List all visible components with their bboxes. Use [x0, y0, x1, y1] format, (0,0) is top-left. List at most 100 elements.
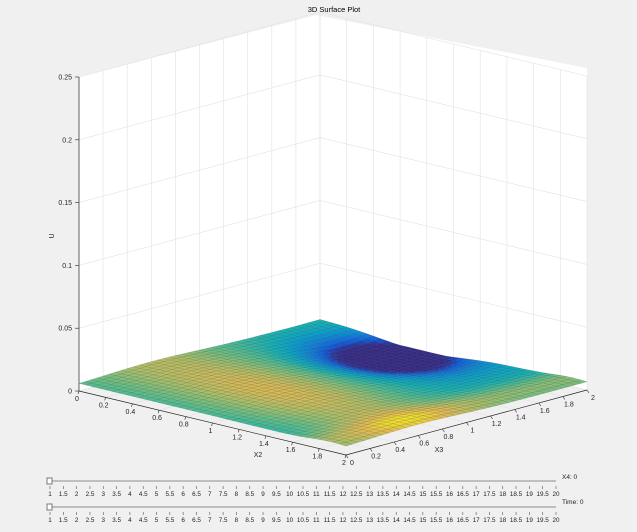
- y-tick: [345, 454, 349, 459]
- slider-tick-label: 1.5: [59, 491, 68, 498]
- slider-tick-label: 20: [552, 491, 560, 498]
- slider-tick-label: 10.5: [297, 491, 310, 498]
- slider-tick-label: 7: [208, 491, 212, 498]
- slider-tick-label: 2: [75, 517, 79, 524]
- wall-grid-line: [78, 200, 588, 266]
- slider-tick-label: 5: [155, 517, 159, 524]
- y-tick-label: 0.2: [371, 454, 381, 461]
- y-tick: [538, 402, 542, 407]
- slider-tick-label: 15: [419, 517, 427, 524]
- slider-tick-label: 4.5: [139, 517, 148, 524]
- slider-tick-label: 4.5: [139, 491, 148, 498]
- slider-tick-label: 7.5: [219, 517, 228, 524]
- slider-tick-label: 19.5: [537, 517, 550, 524]
- x-tick-label: 1: [209, 428, 213, 435]
- slider-tick-label: 2: [75, 491, 79, 498]
- z-tick-label: 0.2: [62, 137, 72, 144]
- x-tick-label: 1.6: [286, 447, 296, 454]
- x-tick: [184, 416, 187, 420]
- slider-tick-label: 19: [526, 491, 534, 498]
- y-tick: [418, 435, 421, 439]
- slider-tick-label: 3.5: [112, 491, 121, 498]
- slider-tick-label: 19.5: [537, 491, 550, 498]
- slider-tick-label: 8.5: [245, 517, 254, 524]
- x-tick-label: 1.4: [259, 441, 269, 448]
- wall-grid-line: [78, 11, 588, 78]
- slider-tick-label: 16: [446, 517, 454, 524]
- y-tick: [490, 415, 493, 420]
- z-tick-label: 0.15: [58, 200, 72, 207]
- slider-tick-label: 14.5: [403, 517, 416, 524]
- y-tick-label: 2: [591, 395, 595, 402]
- x-tick: [237, 429, 240, 433]
- y-tick: [369, 448, 373, 452]
- slider-tick-label: 5.5: [165, 517, 174, 524]
- x-tick: [131, 403, 133, 407]
- slider-tick-label: 11.5: [324, 517, 336, 524]
- slider-tick-label: 10.5: [297, 517, 310, 524]
- slider-tick-label: 13.5: [377, 517, 390, 524]
- slider-time[interactable]: 1 1.5 2 2.5 3 3.5 4 4.5 5 5.5 6 6.5 7 7.5 8 8.5 9 9.5 10 10…: [46, 499, 584, 524]
- wall-grid-line: [78, 137, 588, 203]
- slider-tick-label: 1: [48, 517, 52, 524]
- slider-tick-label: 16.5: [457, 517, 470, 524]
- surface-mesh: [78, 319, 588, 447]
- slider-tick-label: 17.5: [483, 491, 496, 498]
- slider-tick-label: 12.5: [350, 491, 363, 498]
- slider-tick-label: 3: [102, 517, 106, 524]
- y-tick-label: 0.4: [395, 447, 405, 454]
- slider-tick-label: 8: [235, 517, 239, 524]
- slider-tick-label: 11: [313, 517, 320, 524]
- slider-tick-label: 6.5: [192, 517, 201, 524]
- slider-tick-label: 5.5: [165, 491, 174, 498]
- slider-tick-label: 5: [155, 491, 159, 498]
- slider-tick-label: 12.5: [350, 517, 363, 524]
- slider-x4-ticks: 1 1.5 2 2.5 3 3.5 4 4.5 5 5.5 6 6.5 7 7.5 8 8.5 9 9.5 10 10…: [48, 486, 560, 498]
- y-tick: [562, 396, 566, 400]
- slider-tick-label: 13: [366, 491, 374, 498]
- slider-x4-thumb[interactable]: [46, 477, 53, 485]
- y-tick: [586, 389, 590, 394]
- slider-x4[interactable]: 1 1.5 2 2.5 3 3.5 4 4.5 5 5.5 6 6.5 7 7.5 8 8.5 9 9.5 10 10…: [46, 474, 578, 498]
- surface-patch: [339, 442, 353, 447]
- x-tick-label: 0.4: [126, 409, 136, 416]
- y-axis-label: X3: [435, 447, 444, 454]
- x-tick: [157, 410, 160, 414]
- slider-tick-label: 17: [473, 517, 481, 524]
- slider-time-thumb[interactable]: [46, 503, 53, 511]
- slider-tick-label: 7.5: [219, 491, 228, 498]
- slider-tick-label: 19: [526, 517, 534, 524]
- slider-tick-label: 18: [499, 517, 507, 524]
- wall-grid-line: [78, 74, 588, 141]
- x-tick-label: 1.2: [232, 434, 242, 441]
- slider-tick-label: 8.5: [245, 491, 254, 498]
- y-tick: [442, 428, 445, 433]
- slider-tick-label: 4: [128, 517, 132, 524]
- y-tick: [393, 441, 397, 446]
- slider-tick-label: 16: [446, 491, 454, 498]
- y-tick-label: 1.6: [540, 408, 550, 415]
- slider-tick-label: 18: [499, 491, 507, 498]
- slider-tick-label: 7: [208, 517, 212, 524]
- x-tick-label: 0.6: [152, 415, 162, 422]
- slider-tick-label: 12: [339, 517, 347, 524]
- slider-tick-label: 14: [393, 517, 401, 524]
- slider-tick-label: 9.5: [272, 517, 281, 524]
- x-tick-label: 2: [342, 460, 346, 467]
- y-tick-label: 1.2: [492, 421, 502, 428]
- slider-tick-label: 13.5: [377, 491, 390, 498]
- x-axis-label: X2: [254, 452, 263, 459]
- slider-tick-label: 15.5: [430, 517, 443, 524]
- z-tick-label: 0.25: [58, 75, 72, 82]
- slider-tick-label: 13: [366, 517, 374, 524]
- x-tick-label: 1.8: [312, 454, 322, 461]
- x-tick: [344, 454, 347, 459]
- slider-tick-label: 9: [261, 491, 265, 498]
- slider-tick-label: 9: [261, 517, 265, 524]
- slider-tick-label: 3: [102, 491, 106, 498]
- slider-tick-label: 16.5: [457, 491, 470, 498]
- axes: 00.20.40.60.811.21.41.61.82 00.20.40.60.8…: [58, 75, 595, 468]
- slider-tick-label: 17.5: [483, 517, 496, 524]
- slider-tick-label: 2.5: [86, 491, 95, 498]
